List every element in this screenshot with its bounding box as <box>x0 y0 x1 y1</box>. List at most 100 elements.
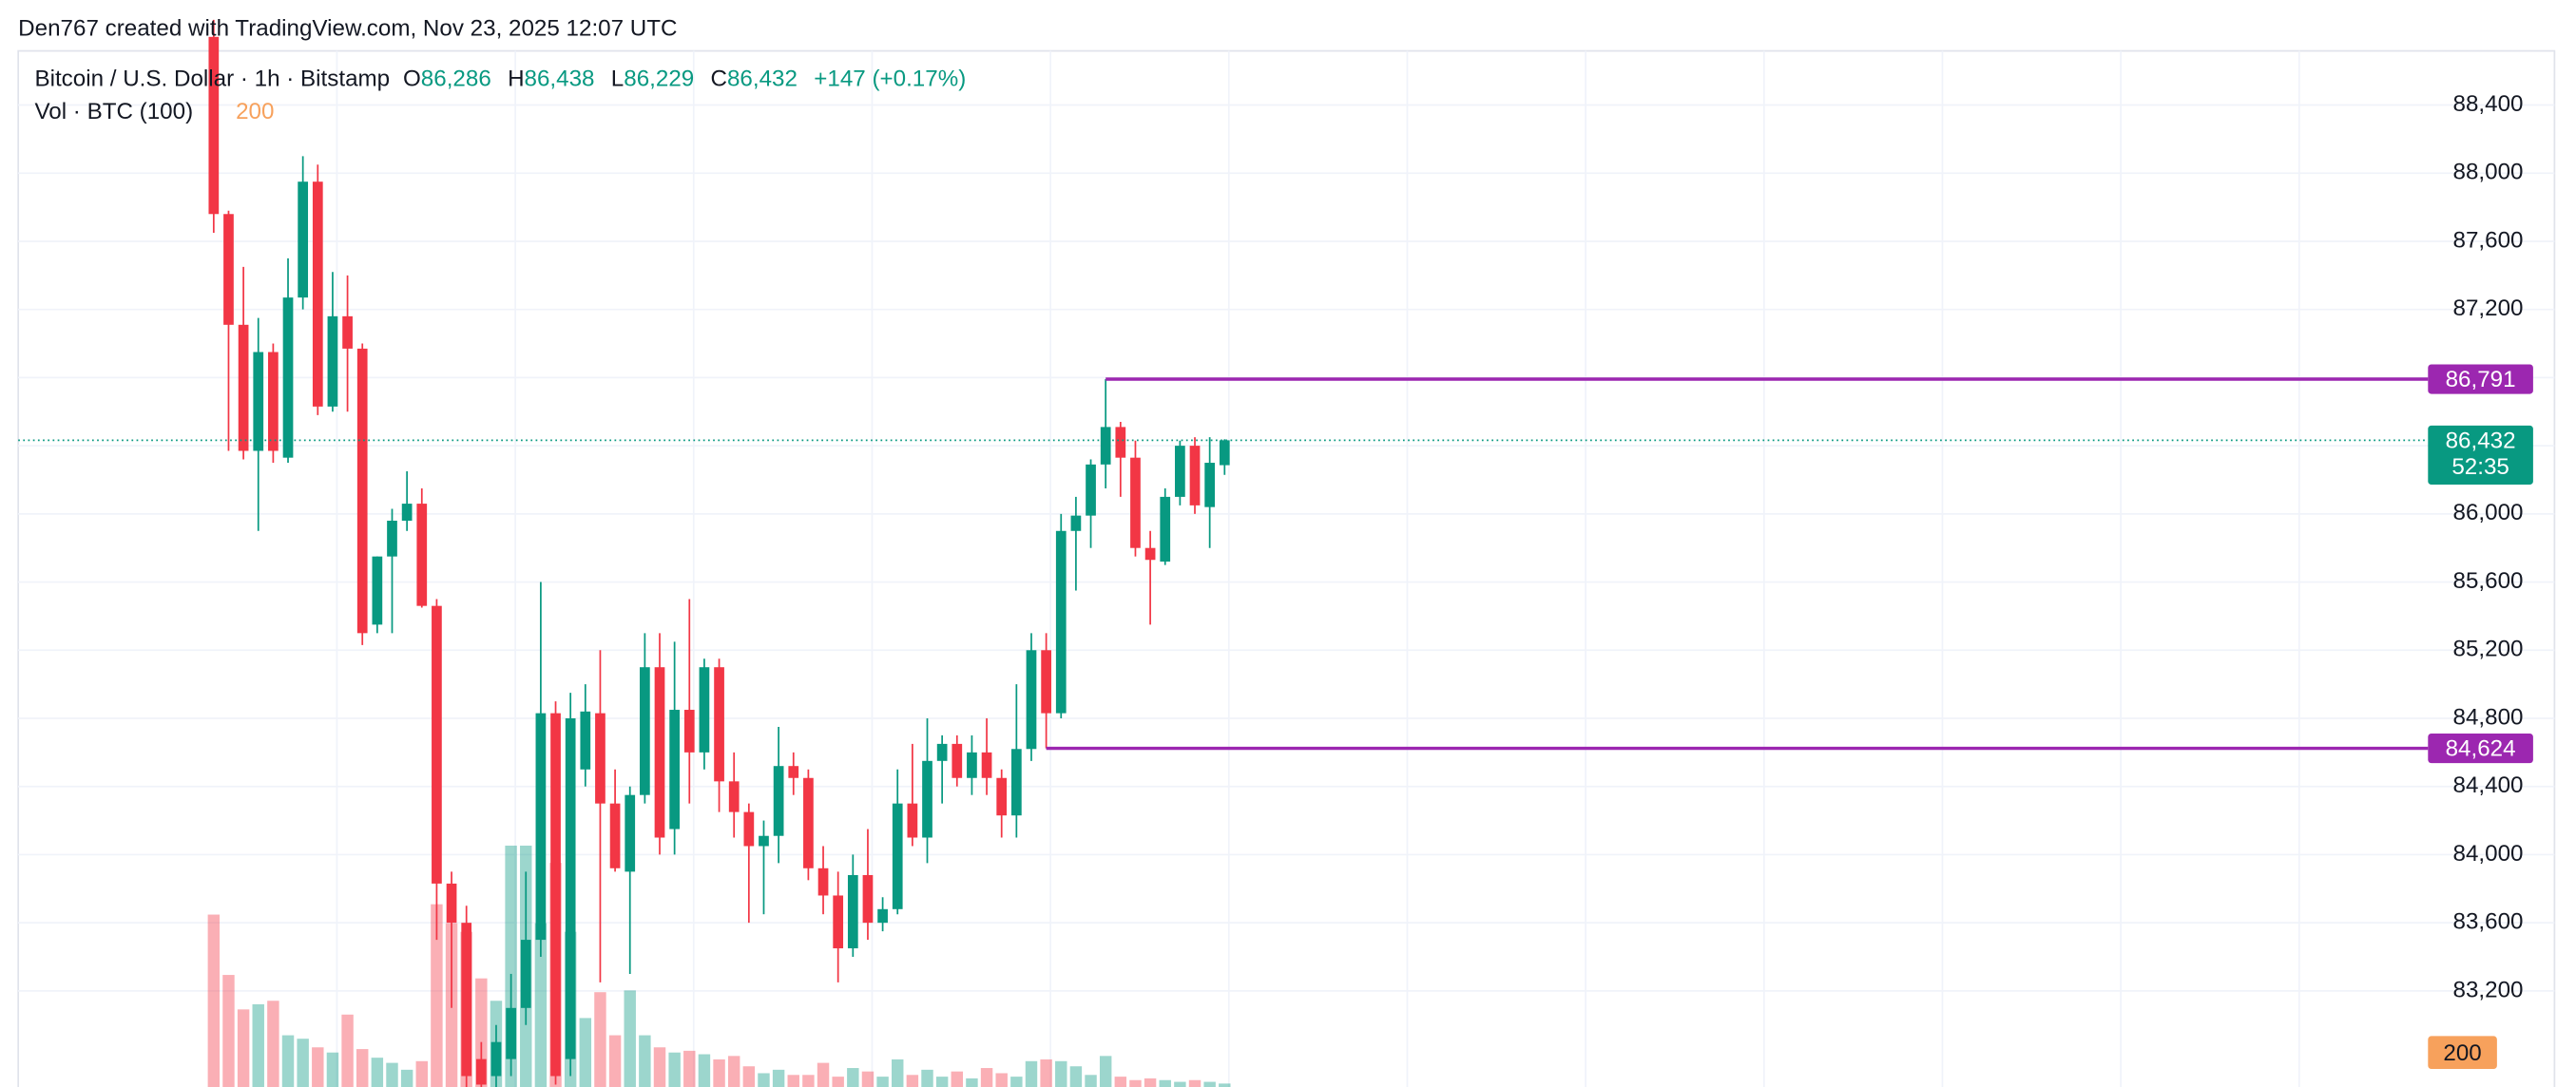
candle-body <box>981 752 992 778</box>
volume-title: Vol · BTC (100) <box>34 100 193 125</box>
candle-body <box>1086 464 1096 516</box>
legend-key: C <box>711 67 727 92</box>
volume-ma-value: 200 <box>236 100 274 125</box>
y-tick-label: 84,400 <box>2453 772 2524 798</box>
volume-bar <box>326 1052 339 1087</box>
candle-body <box>550 713 561 1077</box>
candle-body <box>967 752 977 778</box>
candle-body <box>298 181 309 298</box>
legend-title: Bitcoin / U.S. Dollar · 1h · Bitstamp <box>34 67 390 92</box>
volume-bar <box>832 1077 844 1087</box>
candle-body <box>208 36 220 215</box>
candle-body <box>342 315 353 349</box>
candle-body <box>223 214 234 325</box>
candle-body <box>892 803 903 909</box>
candle-body <box>714 667 724 782</box>
volume-bar <box>237 1009 250 1087</box>
volume-bar <box>624 990 636 1087</box>
y-tick-label: 88,000 <box>2453 160 2524 185</box>
volume-bar <box>356 1049 369 1087</box>
y-tick-label: 86,000 <box>2453 500 2524 525</box>
volume-bar <box>1159 1079 1171 1087</box>
volume-bar <box>252 1003 264 1087</box>
candle-body <box>1010 749 1022 816</box>
volume-bar <box>861 1071 875 1087</box>
volume-bar <box>892 1058 904 1087</box>
volume-ma-tag <box>2428 1036 2497 1069</box>
candle-body <box>640 667 650 795</box>
volume-bar <box>608 1035 622 1087</box>
credit: Den767 created with TradingView.com, Nov… <box>18 15 677 41</box>
level-tag-label: 86,791 <box>2446 367 2516 392</box>
volume-bar <box>1114 1077 1127 1087</box>
volume-bar <box>341 1014 354 1087</box>
countdown: 52:35 <box>2451 454 2509 480</box>
candle-body <box>312 181 323 407</box>
candle-body <box>625 794 636 872</box>
candle-body <box>446 883 457 924</box>
candle-body <box>683 710 695 753</box>
candle-body <box>1189 446 1201 505</box>
candle-body <box>520 940 531 1008</box>
chart-frame <box>17 49 2556 1087</box>
volume-bar <box>1069 1066 1083 1087</box>
overlay-layer: 83,200 83,600 84,000 84,400 84,800 85,200 85,6… <box>18 91 2533 1069</box>
candle-layer <box>208 19 1230 1087</box>
candle-body <box>833 895 844 949</box>
candle-body <box>907 803 918 838</box>
volume-bar <box>698 1054 711 1087</box>
volume-bar <box>921 1069 933 1087</box>
volume-bar <box>966 1077 978 1087</box>
legend-key: L <box>611 67 624 92</box>
volume-bar <box>1040 1058 1052 1087</box>
candle-body <box>1055 530 1067 714</box>
y-tick-label: 85,600 <box>2453 568 2524 594</box>
candle-body <box>372 556 383 625</box>
candle-body <box>654 667 665 838</box>
y-tick-label: 84,000 <box>2453 841 2524 867</box>
volume-bar <box>1188 1079 1201 1087</box>
candle-body <box>475 1058 487 1085</box>
candle-body <box>877 908 888 924</box>
candle-body <box>1026 650 1037 750</box>
candle-body <box>996 777 1008 816</box>
volume-bar <box>281 1035 295 1087</box>
candle-body <box>1070 515 1082 531</box>
candle-body <box>535 713 547 941</box>
candle-body <box>922 760 932 838</box>
candle-body <box>817 868 829 896</box>
volume-bar <box>787 1075 799 1087</box>
volume-bar <box>534 923 548 1087</box>
candle-body <box>1160 496 1171 563</box>
legend-change: +147 (+0.17%) <box>814 67 966 92</box>
volume-bar <box>758 1073 770 1087</box>
volume-bar <box>847 1068 859 1087</box>
volume-bar <box>906 1075 919 1087</box>
volume-bar <box>1219 1083 1231 1087</box>
legend-value: 86,229 <box>624 67 694 92</box>
level-tag <box>2428 364 2533 394</box>
volume-bar <box>935 1077 949 1087</box>
volume-bar <box>653 1047 666 1087</box>
volume-legend: Vol · BTC (100) 200 <box>34 100 274 125</box>
volume-bar <box>802 1075 815 1087</box>
y-tick-label: 83,200 <box>2453 977 2524 1002</box>
volume-ma-tag-label: 200 <box>2443 1040 2481 1066</box>
volume-bar <box>1010 1077 1023 1087</box>
candle-body <box>268 352 279 451</box>
last-price-tag <box>2428 425 2533 486</box>
candle-body <box>1204 463 1216 507</box>
candle-body <box>238 324 249 451</box>
candle-body <box>401 504 413 522</box>
candle-body <box>1144 547 1156 561</box>
candle-body <box>759 835 769 847</box>
volume-bar <box>1099 1056 1112 1087</box>
volume-bar <box>951 1071 964 1087</box>
volume-bar <box>431 904 443 1087</box>
volume-bar <box>683 1050 696 1087</box>
candle-body <box>356 348 368 634</box>
volume-bar <box>312 1047 324 1087</box>
candle-body <box>490 1041 502 1077</box>
candle-body <box>803 777 814 868</box>
candle-body <box>1130 457 1141 548</box>
